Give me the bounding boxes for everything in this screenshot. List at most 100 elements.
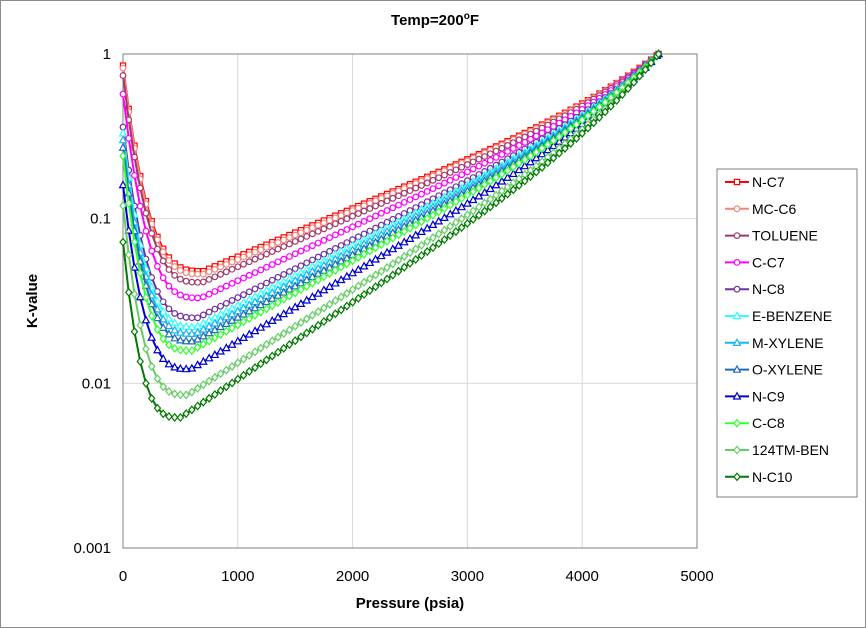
data-point bbox=[475, 210, 483, 220]
data-point bbox=[343, 301, 351, 311]
series-layer bbox=[118, 49, 663, 423]
data-point bbox=[228, 265, 236, 273]
data-point bbox=[360, 249, 368, 259]
data-point bbox=[418, 182, 425, 189]
data-point bbox=[354, 204, 362, 212]
data-point bbox=[566, 138, 575, 149]
legend-marker bbox=[733, 178, 741, 186]
data-point bbox=[337, 305, 345, 315]
data-point bbox=[154, 262, 161, 270]
data-point bbox=[119, 72, 127, 79]
data-point bbox=[435, 174, 443, 182]
data-point bbox=[429, 243, 437, 253]
data-point bbox=[234, 374, 242, 384]
legend-item-c-c7: C-C7 bbox=[725, 254, 785, 270]
data-point bbox=[135, 292, 145, 301]
data-point bbox=[216, 330, 225, 340]
data-point bbox=[297, 285, 305, 295]
data-point bbox=[245, 366, 254, 376]
data-point bbox=[268, 241, 276, 249]
y-tick-label: 0.1 bbox=[90, 211, 111, 228]
data-point bbox=[211, 305, 219, 313]
data-point bbox=[274, 297, 282, 307]
data-point bbox=[527, 135, 534, 143]
data-point bbox=[205, 376, 213, 386]
data-point bbox=[279, 343, 288, 353]
data-point bbox=[314, 275, 322, 285]
data-point bbox=[280, 271, 288, 278]
data-point bbox=[521, 138, 529, 146]
data-point bbox=[469, 187, 477, 197]
data-point bbox=[182, 346, 190, 356]
data-point bbox=[549, 153, 558, 163]
x-tick-label: 3000 bbox=[451, 568, 484, 585]
data-point bbox=[303, 233, 311, 240]
data-point bbox=[371, 270, 380, 280]
data-point bbox=[147, 361, 156, 371]
data-point bbox=[240, 260, 247, 268]
data-point bbox=[314, 307, 322, 317]
data-point bbox=[158, 306, 168, 315]
data-point bbox=[124, 198, 133, 208]
data-point bbox=[400, 189, 408, 197]
data-point bbox=[434, 207, 443, 217]
data-point bbox=[262, 355, 271, 365]
data-point bbox=[257, 246, 265, 254]
data-point bbox=[154, 288, 161, 295]
data-point bbox=[395, 201, 402, 209]
data-point bbox=[176, 345, 185, 355]
data-point bbox=[297, 262, 305, 270]
data-point bbox=[515, 158, 523, 168]
data-point bbox=[274, 239, 282, 246]
data-point bbox=[601, 107, 609, 117]
data-point bbox=[245, 258, 253, 266]
data-point bbox=[509, 162, 518, 172]
data-point bbox=[234, 320, 242, 330]
data-point bbox=[400, 262, 409, 272]
data-point bbox=[188, 270, 196, 278]
data-point bbox=[211, 372, 219, 382]
data-point bbox=[124, 287, 133, 297]
data-point bbox=[181, 336, 191, 345]
data-point bbox=[514, 165, 524, 174]
data-point bbox=[199, 397, 208, 407]
legend: N-C7 MC-C6 TOLUENE C-C7 N-C8 E-BENZENE M-XYLEN… bbox=[716, 168, 858, 498]
data-point bbox=[325, 313, 334, 323]
data-point bbox=[314, 227, 322, 235]
legend-item-n-c7: N-C7 bbox=[725, 174, 785, 190]
data-point bbox=[188, 314, 196, 322]
data-point bbox=[279, 294, 288, 304]
legend-item-m-xylene: M-XYLENE bbox=[725, 335, 824, 351]
data-point bbox=[234, 263, 242, 271]
data-point bbox=[194, 314, 202, 322]
data-point bbox=[521, 155, 529, 165]
data-point bbox=[118, 180, 128, 189]
data-point bbox=[572, 133, 581, 143]
data-point bbox=[257, 253, 265, 261]
data-point bbox=[508, 168, 518, 178]
data-point bbox=[285, 325, 294, 335]
data-point bbox=[440, 235, 449, 245]
series-line-c-c8 bbox=[122, 53, 660, 352]
data-point bbox=[205, 275, 213, 283]
data-point bbox=[268, 351, 277, 361]
legend-item-mc-c6: MC-C6 bbox=[725, 201, 797, 217]
data-point bbox=[228, 297, 236, 304]
data-point bbox=[222, 261, 230, 268]
data-point bbox=[325, 269, 334, 279]
data-point bbox=[165, 386, 173, 397]
data-point bbox=[193, 383, 202, 393]
data-point bbox=[423, 213, 432, 223]
data-point bbox=[469, 165, 477, 173]
data-point bbox=[349, 212, 357, 220]
data-point bbox=[394, 255, 403, 265]
data-point bbox=[452, 166, 460, 174]
data-point bbox=[158, 314, 168, 323]
data-point bbox=[182, 269, 190, 277]
data-point bbox=[211, 389, 219, 400]
data-point bbox=[647, 58, 655, 68]
data-point bbox=[457, 214, 466, 224]
data-point bbox=[383, 207, 391, 214]
data-point bbox=[348, 256, 357, 266]
data-point bbox=[234, 277, 242, 285]
